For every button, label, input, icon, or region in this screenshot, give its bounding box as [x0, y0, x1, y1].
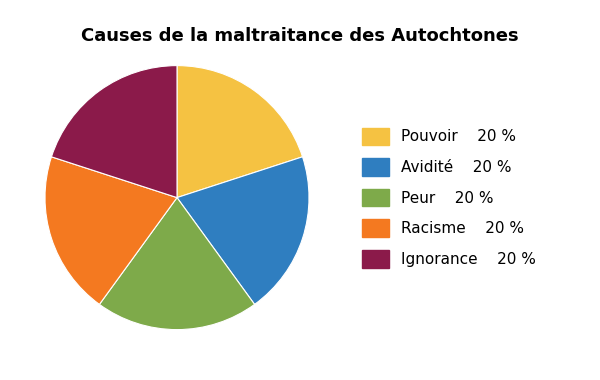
Wedge shape — [177, 66, 302, 198]
Wedge shape — [45, 157, 177, 304]
Wedge shape — [177, 157, 309, 304]
Legend: Pouvoir    20 %, Avidité    20 %, Peur    20 %, Racisme    20 %, Ignorance    20: Pouvoir 20 %, Avidité 20 %, Peur 20 %, R… — [356, 121, 542, 274]
Wedge shape — [100, 198, 254, 329]
Wedge shape — [52, 66, 177, 198]
Text: Causes de la maltraitance des Autochtones: Causes de la maltraitance des Autochtone… — [81, 27, 519, 44]
